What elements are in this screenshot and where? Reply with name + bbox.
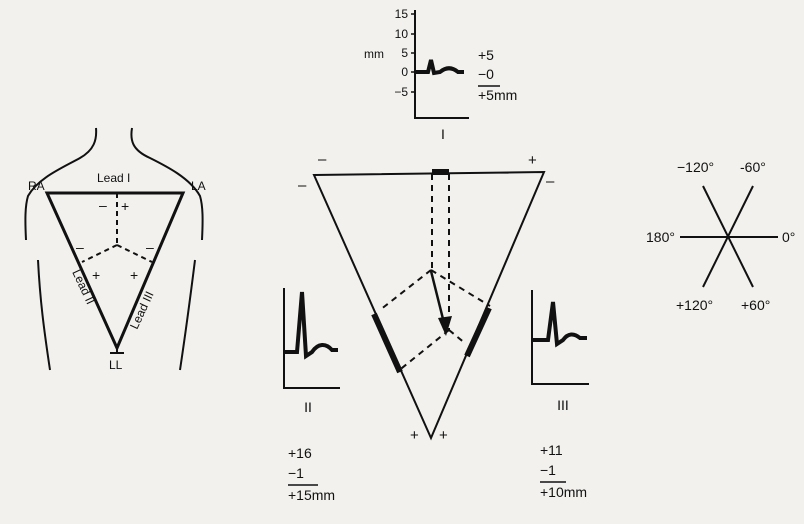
tick-15: 15 (395, 7, 409, 21)
lead-ii-waveform (285, 291, 338, 360)
lead-iii-trace-panel: III +11 −1 +10mm (531, 290, 589, 500)
torso-outline (24, 127, 204, 371)
triangle-bottom-left-sign: + (410, 427, 419, 444)
einthoven-triangle (44, 191, 186, 352)
lead-iii-plus-sign: + (130, 267, 138, 283)
triangle-top-right-sign: + (528, 152, 537, 169)
lead-iii-calc-line3: +10mm (540, 484, 587, 500)
triangle-right-sign: – (546, 173, 555, 190)
lead-ii-calc-line1: +16 (288, 445, 312, 461)
lead-iii-minus-sign: – (146, 239, 154, 255)
hexaxial-lines (680, 185, 778, 288)
tick-neg5: −5 (394, 85, 408, 99)
lead-iii-calc-line2: −1 (540, 462, 556, 478)
ll-ground-symbol (110, 348, 124, 354)
tick-5: 5 (401, 46, 408, 60)
lead-i-calc-line2: −0 (478, 66, 494, 82)
la-label: LA (191, 179, 206, 193)
lead-ii-calc-line3: +15mm (288, 487, 335, 503)
lead-i-plus-sign: + (121, 198, 129, 214)
triangle-bottom-right-sign: + (439, 427, 448, 444)
tick-10: 10 (395, 27, 409, 41)
deg-pos60-label: +60° (741, 297, 770, 313)
mean-axis-arrowhead (438, 316, 452, 336)
lead-ii-axes (283, 288, 340, 389)
deg-0-label: 0° (782, 229, 795, 245)
deg-pos120-label: +120° (676, 297, 713, 313)
projection-dashed-lines (379, 174, 491, 373)
lead-ii-trace-panel: II +16 −1 +15mm (283, 288, 340, 503)
lead-ii-plus-sign: + (92, 267, 100, 283)
lead-i-calc-line1: +5 (478, 47, 494, 63)
deg-180-label: 180° (646, 229, 675, 245)
central-terminal-lines (81, 193, 153, 263)
mm-unit-label: mm (364, 47, 384, 61)
deg-neg60-label: -60° (740, 159, 766, 175)
lead-i-minus-sign: – (99, 197, 107, 213)
lead-iii-projection (464, 306, 492, 358)
hexaxial-reference: −120° -60° 180° 0° +120° +60° (646, 159, 795, 313)
lead-iii-label: III (557, 397, 569, 413)
deg-neg120-label: −120° (677, 159, 714, 175)
lead-iii-calc-line1: +11 (540, 442, 563, 458)
ll-label: LL (109, 358, 123, 372)
lead-i-label: Lead I (97, 171, 130, 185)
lead-ii-label: II (304, 399, 312, 415)
lead-iii-axes (531, 290, 589, 385)
lead-iii-label: Lead III (127, 289, 157, 331)
tick-0: 0 (401, 65, 408, 79)
lead-i-label: I (441, 126, 445, 142)
lead-i-trace-panel: 15 10 5 0 −5 mm I +5 −0 +5mm (364, 7, 517, 142)
lead-i-axes (414, 10, 469, 119)
chest-figure: RA LA LL Lead I Lead II Lead III – + – +… (24, 127, 206, 372)
lead-ii-projection (371, 312, 403, 374)
lead-i-calc-line3: +5mm (478, 87, 517, 103)
lead-iii-waveform (533, 301, 587, 348)
lead-i-ticks (411, 13, 415, 93)
triangle-top-left-sign: – (318, 151, 327, 168)
lead-i-waveform (416, 59, 464, 76)
lead-ii-minus-sign: – (76, 239, 84, 255)
triangle-left-sign: – (298, 177, 307, 194)
lead-ii-calc-line2: −1 (288, 465, 304, 481)
ra-label: RA (28, 179, 45, 193)
vector-triangle: – – + – + + (298, 151, 555, 444)
lead-triangle (312, 170, 546, 441)
